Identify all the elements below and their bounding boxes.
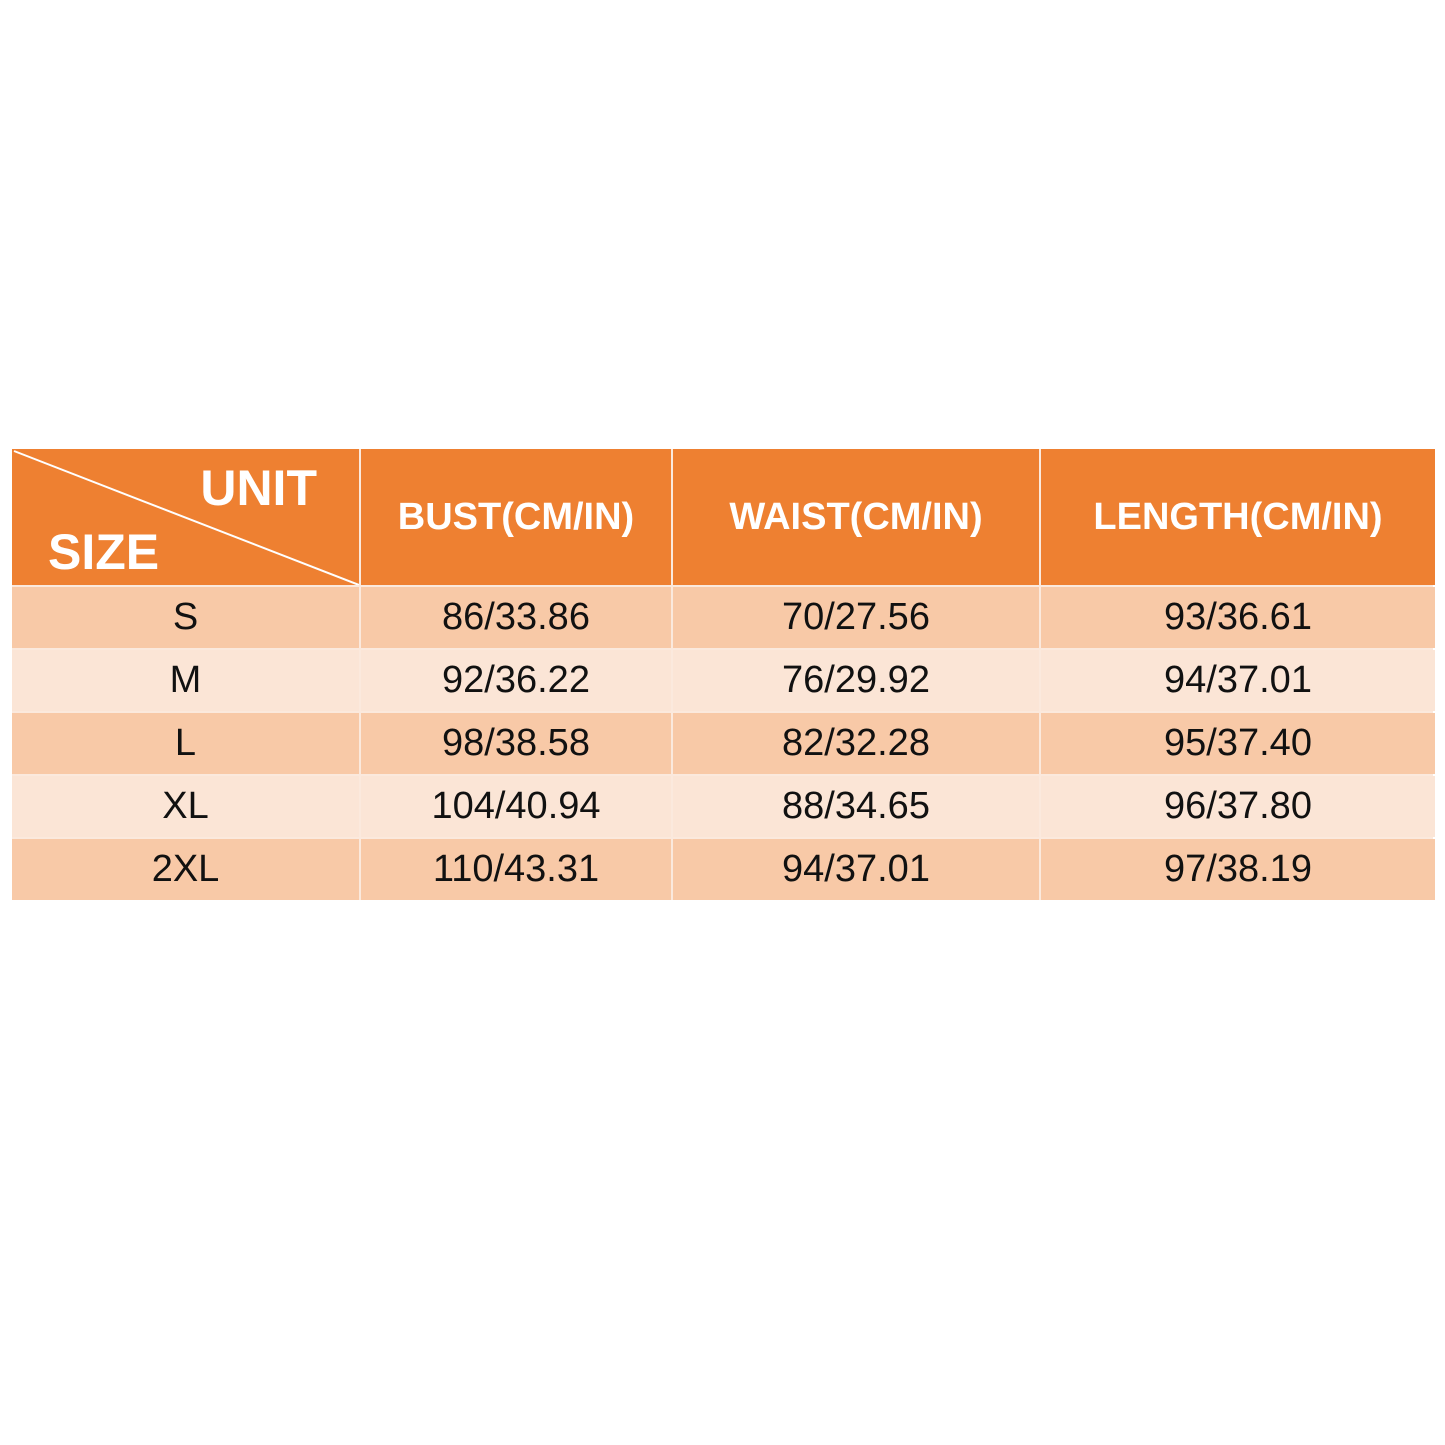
cell-bust: 98/38.58 bbox=[361, 713, 671, 774]
size-label: SIZE bbox=[48, 524, 160, 580]
cell-waist: 94/37.01 bbox=[673, 839, 1039, 900]
diagonal-divider bbox=[13, 450, 359, 585]
cell-waist: 88/34.65 bbox=[673, 776, 1039, 837]
cell-length: 95/37.40 bbox=[1041, 713, 1435, 774]
column-header-length: LENGTH(CM/IN) bbox=[1041, 449, 1435, 585]
cell-waist: 82/32.28 bbox=[673, 713, 1039, 774]
size-chart-table: UNIT SIZE BUST(CM/IN) WAIST(CM/IN) LENGTH(CM… bbox=[12, 449, 1435, 900]
unit-label: UNIT bbox=[200, 460, 317, 516]
cell-length: 94/37.01 bbox=[1041, 650, 1435, 711]
cell-bust: 92/36.22 bbox=[361, 650, 671, 711]
cell-size: L bbox=[12, 713, 359, 774]
cell-length: 96/37.80 bbox=[1041, 776, 1435, 837]
cell-bust: 110/43.31 bbox=[361, 839, 671, 900]
cell-waist: 70/27.56 bbox=[673, 587, 1039, 648]
cell-length: 93/36.61 bbox=[1041, 587, 1435, 648]
column-header-waist: WAIST(CM/IN) bbox=[673, 449, 1039, 585]
corner-header-cell: UNIT SIZE bbox=[12, 449, 359, 585]
cell-bust: 86/33.86 bbox=[361, 587, 671, 648]
cell-bust: 104/40.94 bbox=[361, 776, 671, 837]
cell-size: 2XL bbox=[12, 839, 359, 900]
column-header-bust: BUST(CM/IN) bbox=[361, 449, 671, 585]
cell-length: 97/38.19 bbox=[1041, 839, 1435, 900]
cell-waist: 76/29.92 bbox=[673, 650, 1039, 711]
cell-size: M bbox=[12, 650, 359, 711]
cell-size: S bbox=[12, 587, 359, 648]
cell-size: XL bbox=[12, 776, 359, 837]
